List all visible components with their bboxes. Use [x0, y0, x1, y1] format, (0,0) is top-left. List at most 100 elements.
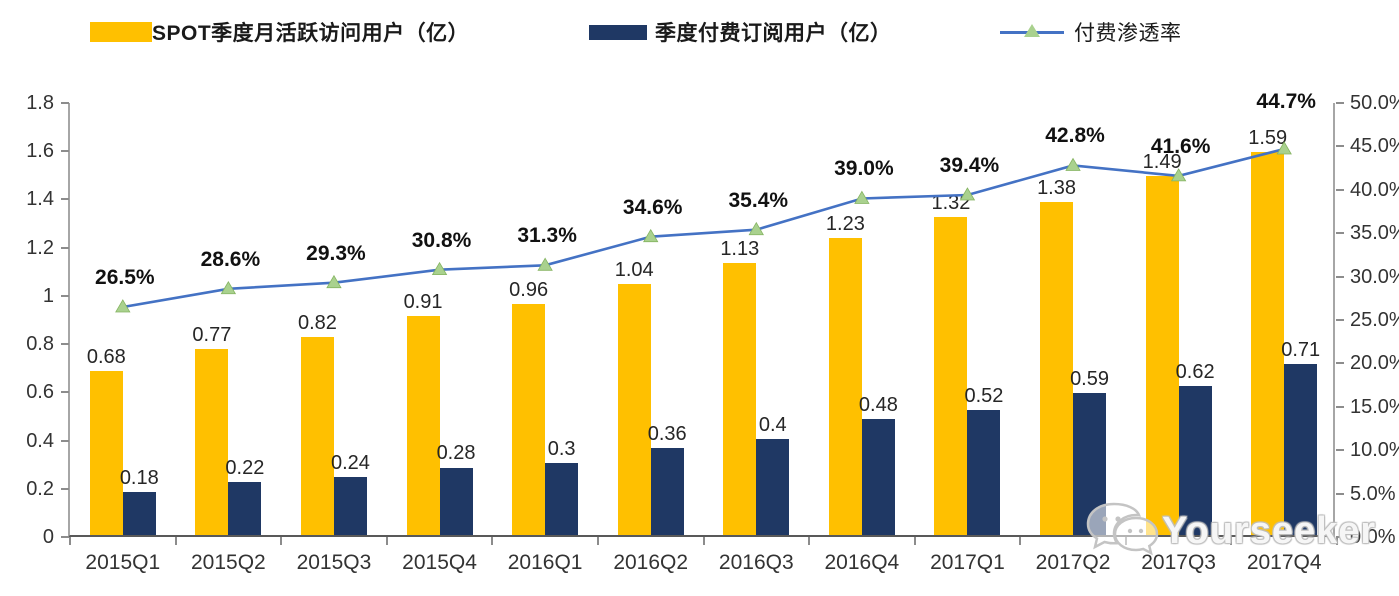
subscribers-value-label: 0.22 [225, 456, 265, 479]
subscribers-value-label: 0.18 [119, 466, 159, 489]
right-axis-tick-label: 10.0% [1350, 439, 1399, 462]
left-axis-tick-label: 1.4 [26, 188, 54, 211]
triangle-marker-icon [1170, 168, 1187, 182]
penetration-value-label: 41.6% [1150, 134, 1211, 158]
penetration-value-label: 35.4% [728, 188, 789, 212]
left-axis-tick [61, 294, 69, 297]
left-axis-tick-label: 1.2 [26, 236, 54, 259]
penetration-line [115, 141, 1292, 313]
left-axis-tick [61, 343, 69, 346]
subscribers-bar [1178, 385, 1212, 535]
right-axis-tick-label: 20.0% [1350, 352, 1399, 375]
left-axis-tick [61, 536, 69, 538]
mau-value-label: 1.32 [931, 191, 971, 214]
penetration-value-label: 31.3% [517, 224, 577, 248]
triangle-marker-icon [1276, 141, 1292, 155]
x-axis-tick [596, 537, 599, 545]
left-axis-tick-label: 0 [42, 526, 54, 548]
triangle-marker-icon [854, 190, 870, 204]
right-axis-tick-label: 0.0% [1350, 526, 1396, 548]
left-axis-tick-label: 0.2 [26, 477, 54, 500]
mau-value-label: 1.49 [1142, 150, 1182, 173]
left-axis-tick-label: 1 [42, 284, 54, 307]
left-axis-tick-label: 1.8 [26, 92, 54, 114]
mau-bar [617, 284, 651, 535]
mau-value-label: 1.04 [614, 259, 654, 282]
right-axis-tick-label: 35.0% [1350, 222, 1399, 245]
right-axis-tick-label: 15.0% [1350, 395, 1399, 418]
right-axis-tick [1336, 102, 1344, 104]
penetration-value-label: 39.0% [834, 157, 894, 181]
legend-item-penetration: 付费渗透率 [1000, 14, 1182, 50]
left-axis-tick [61, 102, 69, 104]
penetration-value-label: 29.3% [306, 241, 366, 265]
subscribers-bar [967, 409, 1001, 535]
x-axis-tick [69, 537, 71, 545]
penetration-value-label: 26.5% [95, 265, 155, 289]
x-axis-category-label: 2015Q2 [191, 551, 266, 574]
x-axis-tick [385, 537, 388, 545]
legend-label-penetration: 付费渗透率 [1074, 22, 1182, 45]
legend-item-subscribers: 季度付费订阅用户（亿） [589, 14, 892, 50]
mau-bar [195, 349, 229, 535]
x-axis-category-label: 2015Q1 [85, 551, 161, 574]
x-axis-tick [913, 537, 916, 545]
mau-value-label: 1.38 [1037, 177, 1076, 200]
subscribers-bar [650, 448, 684, 535]
legend-label-subscribers: 季度付费订阅用户（亿） [655, 22, 892, 45]
x-axis-category-label: 2017Q1 [930, 551, 1005, 574]
mau-value-label: 0.82 [297, 312, 337, 335]
left-axis-tick-label: 1.6 [26, 140, 54, 163]
triangle-marker-icon [326, 274, 342, 289]
triangle-marker-icon [431, 261, 448, 276]
left-axis-tick [61, 198, 69, 201]
x-axis-tick [280, 537, 283, 545]
triangle-marker-icon [220, 280, 237, 295]
subscribers-value-label: 0.36 [647, 423, 687, 446]
x-axis-category-label: 2016Q3 [718, 551, 794, 574]
right-axis-tick-label: 40.0% [1350, 178, 1399, 201]
x-axis-category-label: 2017Q4 [1246, 551, 1322, 574]
subscribers-value-label: 0.71 [1281, 338, 1321, 361]
triangle-marker-icon [115, 299, 131, 313]
plot-area: 0.68 0.77 0.82 0.91 0.96 1.04 1.13 1.23 1.32 1.38… [26, 90, 1399, 574]
mau-bar [828, 238, 862, 535]
right-axis-tick-label: 5.0% [1350, 482, 1396, 505]
x-axis-category-label: 2016Q1 [507, 551, 583, 574]
right-axis-tick [1336, 536, 1344, 538]
subscribers-bar [756, 438, 790, 535]
mau-bar [406, 315, 440, 535]
subscribers-bar [861, 419, 895, 535]
mau-value-label: 0.91 [403, 290, 443, 313]
mau-bar [89, 371, 123, 535]
legend-label-mau: SPOT季度月活跃访问用户（亿） [152, 22, 470, 45]
right-axis-tick [1336, 492, 1344, 495]
left-axis-tick [61, 246, 69, 249]
penetration-value-label: 39.4% [939, 154, 1000, 177]
triangle-marker-icon [1065, 157, 1081, 171]
left-axis-tick-label: 0.8 [26, 333, 54, 356]
right-axis-tick [1336, 405, 1344, 408]
x-axis-tick [491, 537, 494, 545]
x-axis-tick [702, 537, 705, 545]
mau-value-label: 0.96 [509, 278, 549, 301]
subscribers-bar-swatch-icon [589, 24, 647, 40]
x-axis-category-label: 2017Q3 [1141, 551, 1216, 574]
mau-bar [300, 337, 334, 535]
mau-bar [723, 262, 757, 535]
right-axis-tick [1336, 275, 1344, 278]
penetration-value-label: 42.8% [1045, 124, 1105, 148]
x-axis-tick [1230, 537, 1233, 545]
subscribers-value-label: 0.52 [964, 384, 1004, 407]
x-axis-tick [1124, 537, 1127, 545]
triangle-marker-icon [959, 187, 976, 201]
subscribers-bar [122, 491, 156, 535]
mau-bar [1145, 175, 1179, 535]
mau-bar-swatch-icon [90, 22, 152, 42]
right-axis-tick [1336, 145, 1344, 148]
x-axis-tick [1336, 537, 1338, 545]
x-axis-category-label: 2016Q2 [613, 551, 689, 574]
subscribers-bar [333, 477, 367, 535]
right-axis-tick-label: 25.0% [1350, 309, 1399, 331]
